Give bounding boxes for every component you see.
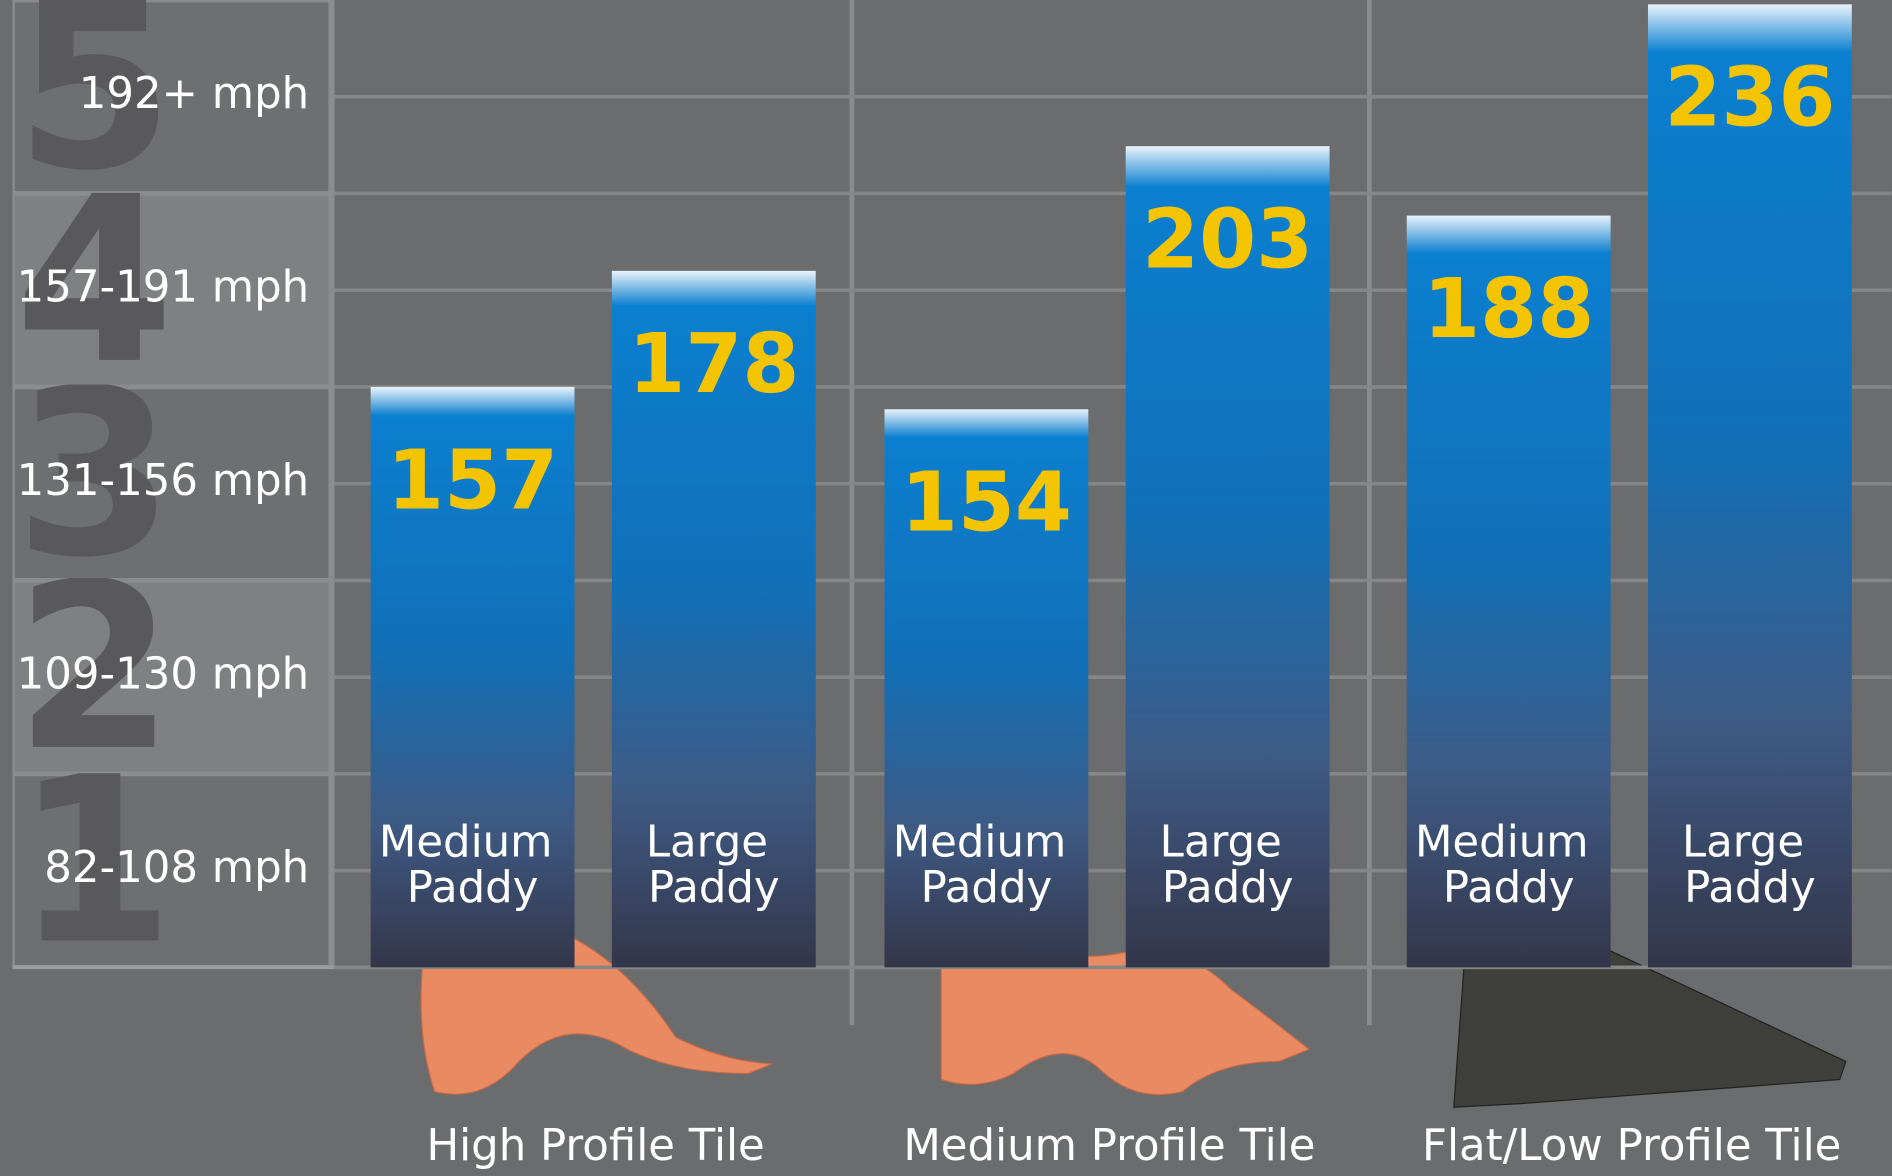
page: 182-108 mph2109-130 mph3131-156 mph4157-… — [0, 0, 1892, 1176]
y-tick-label: 109-130 mph — [17, 650, 310, 700]
y-tick-label: 192+ mph — [79, 69, 309, 119]
value-label: 154 — [901, 456, 1072, 551]
bar-name: Medium Paddy — [1415, 817, 1602, 913]
chart: 182-108 mph2109-130 mph3131-156 mph4157-… — [0, 0, 1892, 1176]
value-label: 203 — [1142, 193, 1313, 288]
value-label: 157 — [387, 433, 558, 528]
x-tick-label: Flat/Low Profile Tile — [1422, 1121, 1841, 1171]
x-tick-label: Medium Profile Tile — [903, 1121, 1315, 1171]
x-tick-label: High Profile Tile — [426, 1121, 764, 1171]
y-tick-label: 82-108 mph — [44, 843, 309, 893]
bar-name: Medium Paddy — [379, 817, 566, 913]
y-tick-label: 131-156 mph — [17, 456, 310, 506]
value-label: 178 — [628, 317, 799, 412]
bar-name: Medium Paddy — [893, 817, 1080, 913]
value-label: 188 — [1423, 262, 1594, 357]
value-label: 236 — [1664, 51, 1835, 146]
bar-name: Large Paddy — [1682, 817, 1818, 913]
y-tick-label: 157-191 mph — [17, 263, 310, 313]
bar-name: Large Paddy — [646, 817, 782, 913]
bar-name: Large Paddy — [1160, 817, 1296, 913]
